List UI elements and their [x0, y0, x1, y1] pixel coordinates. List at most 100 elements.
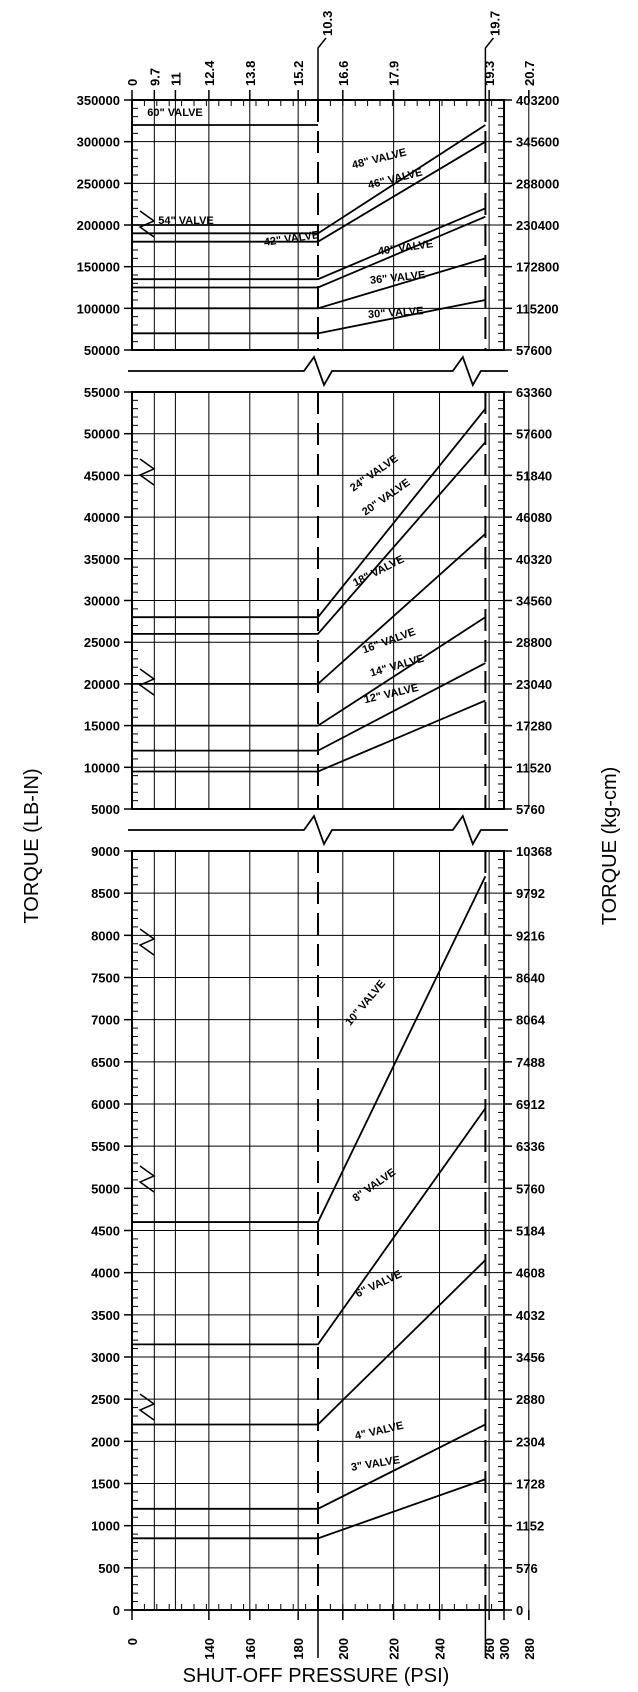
y-tick-label-right: 57600	[516, 343, 552, 358]
series-line	[132, 875, 487, 1223]
y-tick-label-left: 5000	[91, 1181, 120, 1196]
series-label: 40" VALVE	[377, 238, 434, 258]
x-offset-leader-top	[317, 37, 327, 100]
panel-break	[128, 355, 508, 388]
series-label: 14" VALVE	[369, 653, 426, 680]
series-label: 42" VALVE	[263, 229, 320, 249]
y-tick-label-right: 8640	[516, 971, 545, 986]
y-tick-label-left: 8000	[91, 928, 120, 943]
x-tick-label-bottom: 240	[433, 1638, 448, 1660]
y-tick-label-right: 28800	[516, 635, 552, 650]
y-tick-label-left: 1500	[91, 1477, 120, 1492]
y-tick-label-left: 40000	[84, 510, 120, 525]
y-axis-title-left: TORQUE (LB-IN)	[21, 768, 43, 923]
x-tick-label-top: 13.8	[243, 61, 258, 86]
x-axis-title: SHUT-OFF PRESSURE (PSI)	[183, 1665, 450, 1687]
y-tick-label-right: 2880	[516, 1392, 545, 1407]
axis-break-mark	[138, 668, 156, 696]
y-tick-label-right: 576	[516, 1561, 538, 1576]
x-tick-label-bottom: 160	[243, 1638, 258, 1660]
y-tick-label-left: 30000	[84, 594, 120, 609]
y-tick-label-left: 150000	[77, 260, 120, 275]
series-line	[132, 533, 487, 685]
y-tick-label-right: 230400	[516, 218, 559, 233]
axis-break-mark	[138, 210, 156, 238]
axis-break-mark	[138, 1393, 156, 1421]
y-tick-label-right: 51840	[516, 468, 552, 483]
y-tick-label-right: 11520	[516, 760, 551, 775]
y-tick-label-left: 2500	[91, 1392, 120, 1407]
panel-small-valves: 0 0 500 576 1000 1152 1500 1728 2000 2304 2500 2880…	[91, 844, 552, 1618]
y-tick-label-right: 9216	[516, 928, 545, 943]
y-tick-label-right: 17280	[516, 719, 552, 734]
y-tick-label-right: 5760	[516, 1181, 545, 1196]
x-tick-label-top: 16.6	[336, 61, 351, 86]
y-tick-label-left: 5500	[91, 1139, 120, 1154]
y-tick-label-left: 6000	[91, 1097, 120, 1112]
x-tick-label-top: 0	[125, 79, 140, 86]
y-tick-label-left: 350000	[77, 93, 120, 108]
series-line	[132, 124, 486, 235]
y-tick-label-right: 288000	[516, 176, 559, 191]
x-offset-leader-top	[484, 37, 494, 100]
panel-frame	[131, 391, 505, 810]
axis-break-mark	[138, 1165, 156, 1193]
x-offset-label-top: 19.7	[487, 11, 502, 36]
y-tick-label-left: 500	[98, 1561, 120, 1576]
series-label: 8" VALVE	[351, 1166, 398, 1204]
y-tick-label-left: 4500	[91, 1224, 120, 1239]
series-line	[132, 207, 486, 281]
series-line	[132, 616, 486, 727]
series-line	[132, 441, 487, 635]
series-line	[132, 408, 487, 619]
x-tick-label-top: 11	[168, 72, 183, 86]
y-tick-label-left: 0	[113, 1603, 120, 1618]
panel-medium-valves: 5000 5760 10000 11520 15000 17280 20000 23040 25…	[84, 385, 552, 817]
y-tick-label-right: 8064	[516, 1013, 546, 1028]
y-tick-label-left: 2000	[91, 1434, 120, 1449]
series-line	[132, 299, 486, 335]
y-tick-label-right: 9792	[516, 886, 545, 901]
y-tick-label-right: 403200	[516, 93, 559, 108]
x-tick-label-top: 19.3	[482, 61, 497, 86]
series-line	[132, 140, 486, 243]
y-tick-label-left: 300000	[77, 135, 120, 150]
y-tick-label-right: 40320	[516, 552, 552, 567]
y-tick-label-left: 250000	[77, 176, 120, 191]
x-tick-label-bottom: 220	[387, 1638, 402, 1660]
y-tick-label-right: 34560	[516, 594, 552, 609]
y-tick-label-right: 1728	[516, 1477, 545, 1492]
y-tick-label-left: 50000	[84, 343, 120, 358]
y-tick-label-right: 3456	[516, 1350, 545, 1365]
x-tick-label-bottom: 300	[497, 1638, 512, 1660]
y-tick-label-left: 9000	[91, 844, 120, 859]
series-line	[132, 699, 486, 773]
y-tick-label-right: 7488	[516, 1055, 545, 1070]
panel-break	[128, 814, 508, 847]
y-tick-label-left: 8500	[91, 886, 120, 901]
y-tick-label-left: 7500	[91, 971, 120, 986]
y-tick-label-left: 6500	[91, 1055, 120, 1070]
y-tick-label-right: 5184	[516, 1224, 546, 1239]
x-tick-label-bottom: 200	[336, 1638, 351, 1660]
axis-break-mark	[138, 928, 156, 956]
series-label: 60" VALVE	[147, 107, 203, 119]
x-tick-label-bottom: 0	[125, 1638, 140, 1645]
y-tick-label-left: 20000	[84, 677, 120, 692]
series-label: 10" VALVE	[343, 978, 388, 1028]
y-tick-label-right: 1152	[516, 1519, 544, 1534]
series-line	[132, 215, 486, 289]
x-tick-label-bottom: 260	[482, 1638, 497, 1660]
y-tick-label-right: 2304	[516, 1434, 546, 1449]
series-label: 36" VALVE	[369, 269, 426, 287]
x-tick-label-bottom: 280	[522, 1638, 537, 1660]
series-label: 46" VALVE	[367, 167, 424, 192]
x-offset-label-top: 10.3	[320, 11, 335, 36]
series-line	[132, 1478, 486, 1540]
x-axes: 014016018020022024026028030015028509.711…	[125, 11, 537, 1660]
x-tick-label-top: 20.7	[522, 61, 537, 86]
break-line	[128, 355, 508, 388]
y-tick-label-left: 7000	[91, 1013, 120, 1028]
